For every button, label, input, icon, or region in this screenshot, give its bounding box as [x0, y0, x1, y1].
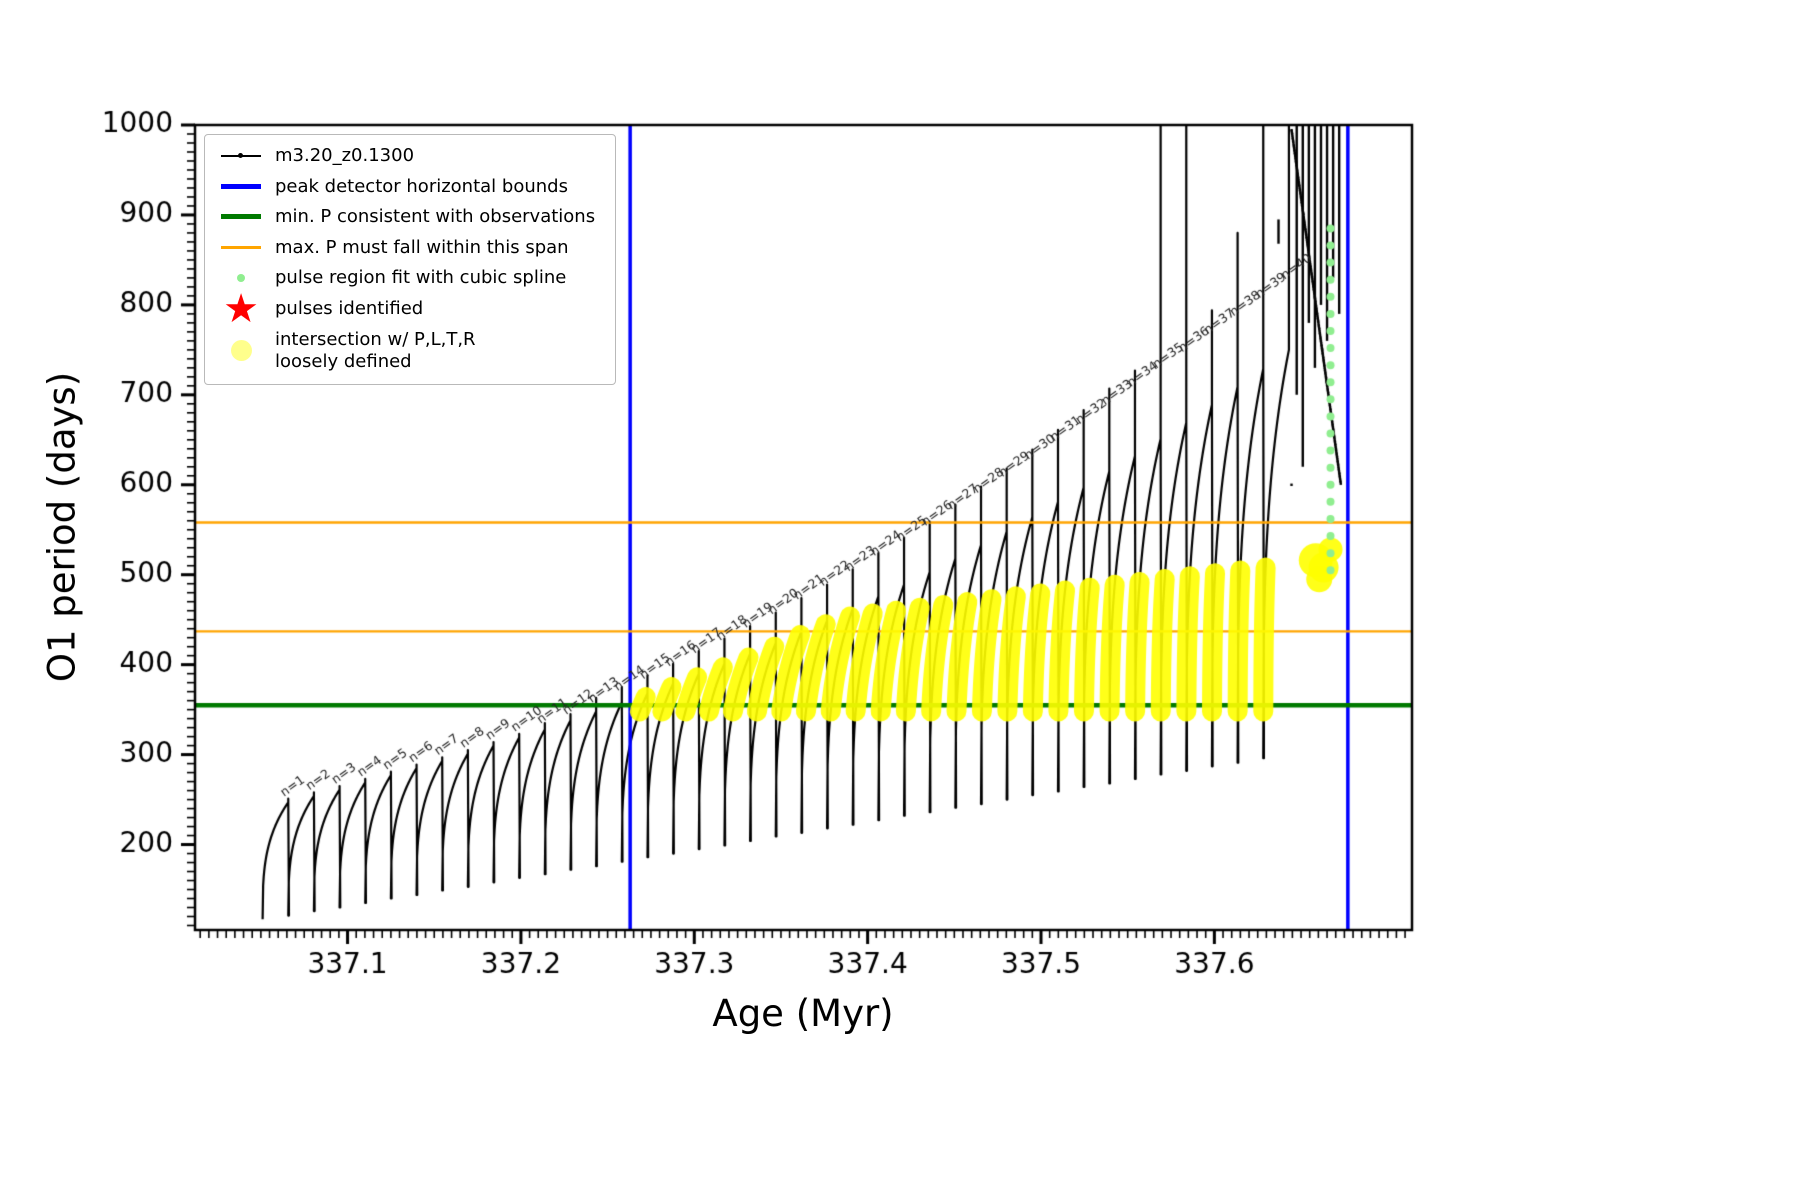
green-line-icon: [217, 214, 265, 220]
orange-line-icon: [217, 246, 265, 250]
legend-item-label: m3.20_z0.1300: [275, 145, 415, 166]
series-line-dot-icon: [217, 153, 265, 159]
red-star-icon: ★: [223, 285, 259, 332]
legend-item-label: pulses identified: [275, 298, 424, 320]
legend: m3.20_z0.1300 peak detector horizontal b…: [204, 134, 617, 386]
legend-item-max-span: max. P must fall within this span: [217, 237, 595, 259]
legend-item-label: intersection w/ P,L,T,R loosely defined: [275, 328, 476, 372]
lightgreen-dot-icon: [217, 274, 265, 283]
legend-item-min-period: min. P consistent with observations: [217, 206, 595, 228]
legend-item-intersection: intersection w/ P,L,T,R loosely defined: [217, 329, 595, 372]
legend-item-pulses: ★ pulses identified: [217, 285, 595, 332]
legend-item-label: max. P must fall within this span: [275, 236, 569, 258]
legend-item-label: pulse region fit with cubic spline: [275, 267, 567, 289]
legend-item-series: m3.20_z0.1300: [217, 145, 595, 167]
legend-item-spline-fit: pulse region fit with cubic spline: [217, 267, 595, 289]
legend-item-label: peak detector horizontal bounds: [275, 175, 568, 197]
x-axis-label: Age (Myr): [712, 992, 894, 1035]
legend-item-peak-bounds: peak detector horizontal bounds: [217, 176, 595, 198]
blue-line-icon: [217, 183, 265, 189]
yellow-dot-icon: [217, 340, 265, 362]
legend-item-label: min. P consistent with observations: [275, 206, 596, 228]
y-axis-label: O1 period (days): [40, 371, 84, 683]
